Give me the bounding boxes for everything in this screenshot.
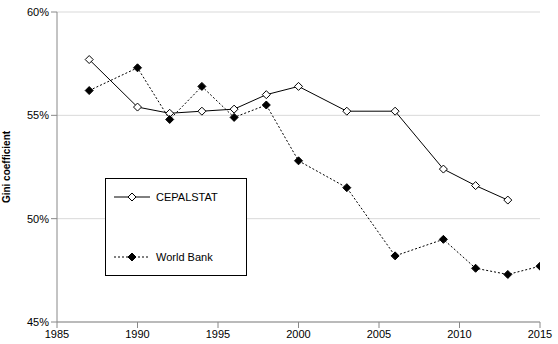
svg-text:55%: 55%: [27, 109, 49, 121]
svg-text:1990: 1990: [125, 328, 149, 340]
svg-text:2000: 2000: [286, 328, 310, 340]
html-text:CEPALSTAT: CEPALSTAT: [156, 191, 218, 203]
svg-text:2010: 2010: [447, 328, 471, 340]
svg-text:1985: 1985: [45, 328, 69, 340]
svg-text:1995: 1995: [206, 328, 230, 340]
svg-text:2015: 2015: [528, 328, 550, 340]
svg-text:60%: 60%: [27, 6, 49, 18]
svg-text:Gini coefficient: Gini coefficient: [8, 130, 12, 203]
svg-text:45%: 45%: [27, 316, 49, 328]
html-text:World Bank: World Bank: [156, 251, 213, 263]
svg-text:50%: 50%: [27, 213, 49, 225]
svg-text:2005: 2005: [367, 328, 391, 340]
